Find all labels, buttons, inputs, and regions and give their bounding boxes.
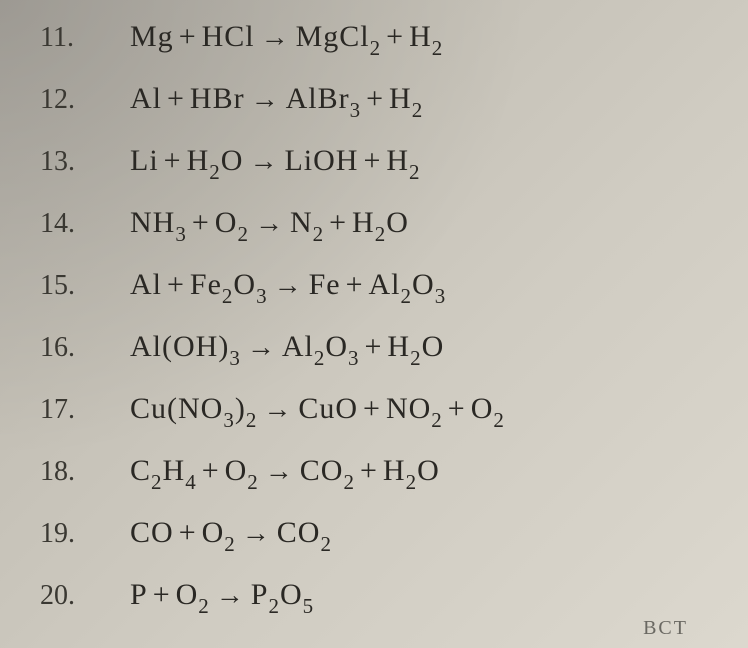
equation-row: 13. Li+H2O→LiOH+H2 xyxy=(40,144,708,183)
footer-fragment: ВСТ xyxy=(643,617,688,640)
row-number: 16. xyxy=(40,332,130,364)
equation-row: 14. NH3+O2→N2+H2O xyxy=(40,206,708,245)
equation-formula: Mg+HCl→MgCl2+H2 xyxy=(130,20,443,59)
equation-formula: Al(OH)3→Al2O3+H2O xyxy=(130,330,444,369)
equation-formula: P+O2→P2O5 xyxy=(130,578,314,617)
row-number: 20. xyxy=(40,580,130,612)
row-number: 14. xyxy=(40,208,130,240)
equation-row: 11. Mg+HCl→MgCl2+H2 xyxy=(40,20,708,59)
equation-formula: C2H4+O2→CO2+H2O xyxy=(130,454,440,493)
row-number: 15. xyxy=(40,270,130,302)
equation-formula: NH3+O2→N2+H2O xyxy=(130,206,409,245)
equation-row: 20. P+O2→P2O5 xyxy=(40,578,708,617)
equation-row: 18. C2H4+O2→CO2+H2O xyxy=(40,454,708,493)
equation-formula: Cu(NO3)2→CuO+NO2+O2 xyxy=(130,392,505,431)
row-number: 12. xyxy=(40,84,130,116)
equation-row: 15. Al+Fe2O3→Fe+Al2O3 xyxy=(40,268,708,307)
equation-list: 11. Mg+HCl→MgCl2+H2 12. Al+HBr→AlBr3+H2 … xyxy=(40,20,708,617)
row-number: 18. xyxy=(40,456,130,488)
equation-formula: Li+H2O→LiOH+H2 xyxy=(130,144,421,183)
row-number: 11. xyxy=(40,22,130,54)
row-number: 19. xyxy=(40,518,130,550)
equation-formula: Al+HBr→AlBr3+H2 xyxy=(130,82,423,121)
row-number: 13. xyxy=(40,146,130,178)
row-number: 17. xyxy=(40,394,130,426)
equation-formula: CO+O2→CO2 xyxy=(130,516,332,555)
equation-row: 12. Al+HBr→AlBr3+H2 xyxy=(40,82,708,121)
equation-row: 17. Cu(NO3)2→CuO+NO2+O2 xyxy=(40,392,708,431)
equation-row: 19. CO+O2→CO2 xyxy=(40,516,708,555)
equation-formula: Al+Fe2O3→Fe+Al2O3 xyxy=(130,268,446,307)
equation-row: 16. Al(OH)3→Al2O3+H2O xyxy=(40,330,708,369)
